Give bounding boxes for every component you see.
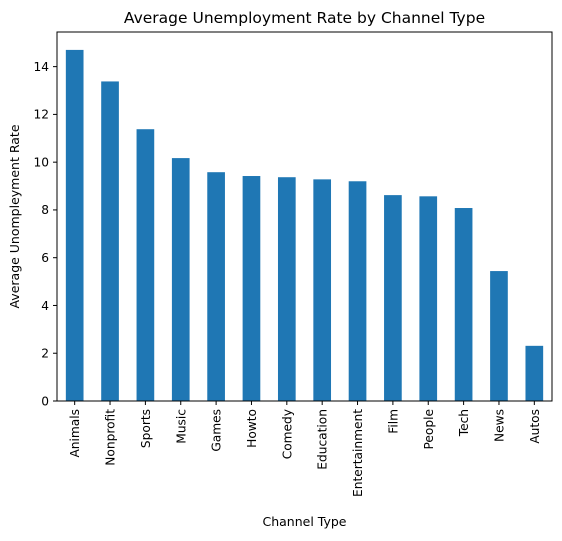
x-axis-label: Channel Type xyxy=(262,514,346,529)
y-tick-label: 14 xyxy=(33,60,49,74)
x-tick-label: Film xyxy=(386,409,400,434)
bar-games xyxy=(207,172,225,401)
x-tick-label: Entertainment xyxy=(351,409,365,497)
bar-news xyxy=(490,271,508,401)
bar-animals xyxy=(65,49,84,401)
y-tick-label: 4 xyxy=(41,299,49,313)
x-tick-label: Nonprofit xyxy=(104,409,118,466)
x-tick-label: Sports xyxy=(139,409,153,448)
x-tick-label: Games xyxy=(210,409,224,452)
x-tick-label: People xyxy=(422,409,436,450)
plot-area-frame xyxy=(56,31,553,402)
bar-autos xyxy=(525,345,544,401)
bar-entertainment xyxy=(348,181,367,401)
y-tick-label: 10 xyxy=(33,155,49,169)
chart-title: Average Unemployment Rate by Channel Typ… xyxy=(124,9,485,27)
bar-education xyxy=(313,179,332,401)
x-tick-label: News xyxy=(492,409,506,442)
x-tick-label: Tech xyxy=(457,409,471,437)
y-tick-label: 6 xyxy=(41,251,49,265)
bar-sports xyxy=(136,129,155,401)
y-tick-label: 8 xyxy=(41,203,49,217)
bar-music xyxy=(171,158,190,401)
bar-howto xyxy=(242,176,261,401)
y-tick-label: 0 xyxy=(41,394,49,408)
bar-tech xyxy=(454,208,473,401)
x-axis-ticks: Animals Nonprofit Sports Music Games Howto Com… xyxy=(68,401,542,497)
bar-people xyxy=(419,196,438,401)
x-tick-label: Autos xyxy=(528,409,542,444)
bar-nonprofit xyxy=(101,81,119,401)
bar-comedy xyxy=(277,177,296,401)
bars-group xyxy=(65,49,544,401)
y-tick-label: 12 xyxy=(33,108,49,122)
y-tick-label: 2 xyxy=(41,347,49,361)
x-tick-label: Animals xyxy=(68,409,82,458)
x-tick-label: Howto xyxy=(245,409,259,448)
bar-film xyxy=(384,195,402,401)
x-tick-label: Education xyxy=(316,409,330,470)
y-axis-ticks: 0 2 4 6 8 10 12 14 xyxy=(33,60,57,408)
x-tick-label: Comedy xyxy=(280,409,294,459)
x-tick-label: Music xyxy=(174,409,188,444)
y-axis-label: Average Unompleyment Rate xyxy=(7,124,22,308)
